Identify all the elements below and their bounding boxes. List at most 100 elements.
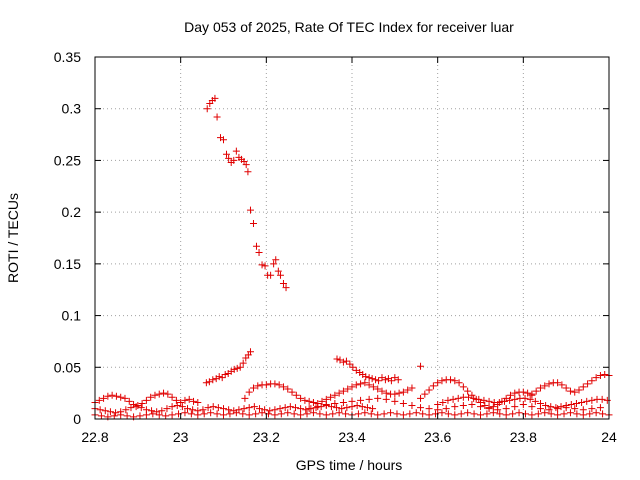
data-point <box>494 406 502 414</box>
data-point <box>96 406 104 414</box>
data-point <box>365 395 373 403</box>
data-point <box>601 371 609 379</box>
data-point <box>333 404 341 412</box>
data-point <box>322 411 330 419</box>
data-point <box>470 394 478 402</box>
data-point <box>190 397 198 405</box>
data-point <box>477 411 484 419</box>
data-point <box>485 405 493 413</box>
x-axis-label: GPS time / hours <box>296 457 403 473</box>
data-point <box>464 387 472 395</box>
data-point <box>395 389 403 397</box>
data-point <box>357 380 365 388</box>
data-point <box>194 398 202 406</box>
data-point <box>421 390 429 398</box>
data-point <box>123 412 131 420</box>
x-tick-label: 23.2 <box>253 429 280 445</box>
data-point <box>417 362 425 370</box>
data-point <box>354 410 362 418</box>
data-point <box>218 374 226 382</box>
data-point <box>277 410 285 418</box>
data-point <box>97 412 105 420</box>
y-tick-label: 0.2 <box>62 204 82 220</box>
data-point <box>511 389 519 397</box>
y-tick-label: 0 <box>73 411 81 427</box>
data-point <box>399 411 407 419</box>
data-point <box>506 391 514 399</box>
data-point <box>147 393 155 401</box>
data-point <box>599 410 607 418</box>
data-point <box>327 403 335 411</box>
data-point <box>449 395 457 403</box>
data-point <box>244 168 252 176</box>
data-point <box>202 379 210 387</box>
data-point <box>464 409 472 417</box>
data-point <box>353 402 361 410</box>
data-point <box>365 374 373 382</box>
data-point <box>438 377 446 385</box>
data-point <box>532 387 540 395</box>
data-point <box>117 393 125 401</box>
data-point <box>475 395 483 403</box>
data-point <box>524 389 532 397</box>
data-point <box>104 392 112 400</box>
data-point <box>560 410 568 418</box>
data-point <box>361 379 369 387</box>
data-point <box>151 391 159 399</box>
data-point <box>125 397 133 405</box>
data-point <box>291 404 299 412</box>
data-point <box>302 406 310 414</box>
data-point <box>429 382 437 390</box>
data-point <box>534 410 542 418</box>
data-point <box>301 396 309 404</box>
data-point <box>207 409 215 417</box>
data-point <box>261 262 269 270</box>
data-point <box>382 389 390 397</box>
data-point <box>536 405 544 413</box>
data-point <box>348 397 356 405</box>
data-point <box>442 405 450 413</box>
data-point <box>149 410 157 418</box>
data-point <box>314 403 322 411</box>
data-point <box>239 410 247 418</box>
data-point <box>267 271 275 279</box>
data-point <box>255 248 263 256</box>
data-point <box>588 377 596 385</box>
tick-labels: 22.8 23 23.2 23.4 23.6 23.8 24 0 0.05 0.1 0.15 0.2 0… <box>54 49 617 445</box>
data-point <box>554 379 562 387</box>
data-point <box>275 381 283 389</box>
data-point <box>276 405 284 413</box>
data-point <box>531 397 539 405</box>
data-point <box>245 388 253 396</box>
data-point <box>399 399 407 407</box>
data-point <box>381 376 389 384</box>
data-point <box>250 403 258 411</box>
data-point <box>412 409 420 417</box>
data-point <box>162 412 170 420</box>
data-point <box>408 402 416 410</box>
data-point <box>110 412 118 420</box>
data-point <box>603 396 611 404</box>
data-point <box>528 411 536 419</box>
data-point <box>374 411 382 419</box>
data-point <box>361 409 369 417</box>
data-point <box>255 405 263 413</box>
data-point <box>451 377 459 385</box>
data-point <box>236 363 244 371</box>
data-point <box>459 383 467 391</box>
data-point <box>506 396 514 404</box>
data-point <box>519 401 527 409</box>
data-point <box>547 410 555 418</box>
data-point <box>279 383 287 391</box>
data-point <box>276 271 284 279</box>
data-point <box>271 380 279 388</box>
data-point <box>588 405 596 413</box>
y-tick-label: 0.1 <box>62 308 82 324</box>
data-point <box>138 399 146 407</box>
data-point <box>374 385 382 393</box>
data-point <box>209 376 217 384</box>
data-point <box>365 381 373 389</box>
data-point <box>286 403 294 411</box>
data-point <box>232 409 240 417</box>
data-point <box>335 409 343 417</box>
